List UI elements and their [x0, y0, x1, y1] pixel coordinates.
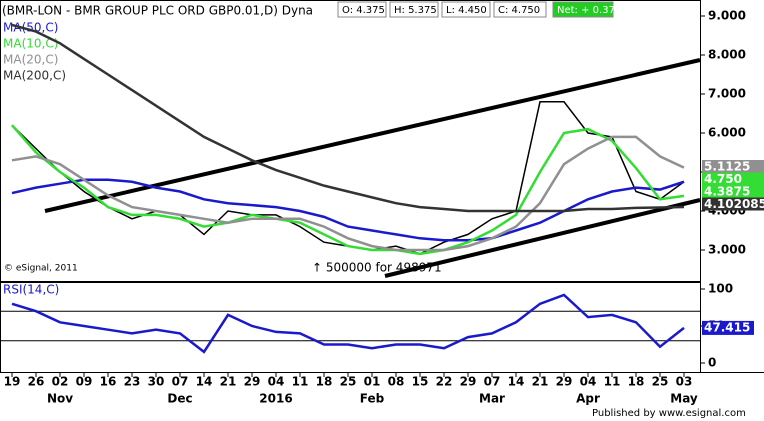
y-tick-label: 6.000 [708, 126, 746, 140]
x-tick-label: 22 [436, 375, 453, 389]
rsi-line [11, 293, 685, 354]
x-tick-label: 25 [652, 375, 669, 389]
footer: Published by www.esignal.com [592, 408, 746, 419]
x-tick-label: 21 [532, 375, 549, 389]
x-tick-label: 25 [340, 375, 357, 389]
x-tick-label: 29 [460, 375, 477, 389]
ohlc-text: O: 4.375 [342, 5, 385, 16]
x-tick-label: 29 [556, 375, 573, 389]
month-label: Mar [479, 392, 505, 406]
series-line [11, 124, 685, 256]
x-tick-label: 08 [388, 375, 405, 389]
copyright: © eSignal, 2011 [4, 264, 78, 274]
series-line [11, 178, 685, 242]
month-label: May [670, 392, 698, 406]
x-tick-label: 30 [148, 375, 165, 389]
x-tick-label: 04 [268, 375, 285, 389]
month-label: Feb [360, 392, 385, 406]
series-line [11, 23, 685, 213]
series-line [11, 135, 685, 252]
x-tick-label: 14 [508, 375, 525, 389]
x-tick-label: 29 [244, 375, 261, 389]
y-tick-label: 0 [708, 356, 716, 370]
y-tick-label: 7.000 [708, 87, 746, 101]
x-tick-label: 04 [580, 375, 597, 389]
legend-entry: MA(200,C) [3, 69, 66, 83]
ohlc-text: C: 4.750 [498, 5, 540, 16]
price-panel [0, 0, 701, 282]
value-box [702, 185, 764, 198]
x-tick-label: 03 [676, 375, 693, 389]
value-label: 5.1125 [704, 160, 750, 174]
x-tick-label: 23 [124, 375, 141, 389]
trendline [44, 58, 701, 213]
x-tick-label: 07 [172, 375, 189, 389]
ohlc-text: H: 5.375 [394, 5, 437, 16]
x-tick-label: 11 [604, 375, 621, 389]
rsi-title: RSI(14,C) [3, 283, 59, 297]
value-label: 4.750 [704, 172, 742, 186]
x-tick-label: 01 [364, 375, 381, 389]
month-label: Dec [167, 392, 192, 406]
x-tick-label: 26 [28, 375, 45, 389]
value-box [702, 197, 764, 211]
ohlc-cell [337, 1, 387, 18]
x-tick-label: 02 [52, 375, 69, 389]
y-tick-label: 9.000 [708, 9, 746, 23]
x-tick-label: 16 [100, 375, 117, 389]
ohlc-text: Net: + 0.375 [557, 5, 621, 16]
month-label: Nov [47, 392, 73, 406]
value-label: 4.3875 [704, 185, 750, 199]
x-tick-label: 19 [4, 375, 21, 389]
value-label: 47.415 [704, 320, 750, 334]
x-tick-label: 07 [484, 375, 501, 389]
month-label: Apr [576, 392, 600, 406]
month-label: 2016 [259, 392, 292, 406]
y-tick-label: 100 [708, 282, 733, 296]
x-tick-label: 14 [196, 375, 213, 389]
value-box [702, 172, 764, 186]
y-tick-label: 3.000 [708, 243, 746, 257]
trendline [384, 198, 701, 278]
x-tick-label: 18 [628, 375, 645, 389]
ohlc-cell [552, 1, 614, 18]
value-box [702, 160, 764, 173]
x-tick-label: 11 [292, 375, 309, 389]
x-tick-label: 18 [316, 375, 333, 389]
value-box [702, 320, 754, 335]
chart-title: (BMR-LON - BMR GROUP PLC ORD GBP0.01,D) … [2, 4, 313, 18]
ohlc-text: L: 4.450 [446, 5, 487, 16]
ohlc-cell [441, 1, 491, 18]
x-tick-label: 15 [412, 375, 429, 389]
y-tick-label: 8.000 [708, 48, 746, 62]
value-label: 4.102085 [704, 197, 764, 211]
annotation: ↑ 500000 for 498971 [312, 261, 442, 275]
legend-entry: MA(20,C) [3, 53, 58, 67]
x-tick-label: 09 [76, 375, 93, 389]
ohlc-cell [389, 1, 439, 18]
legend-entry: MA(10,C) [3, 37, 58, 51]
ohlc-cell [493, 1, 547, 18]
legend-entry: MA(50,C) [3, 21, 58, 35]
x-tick-label: 21 [220, 375, 237, 389]
